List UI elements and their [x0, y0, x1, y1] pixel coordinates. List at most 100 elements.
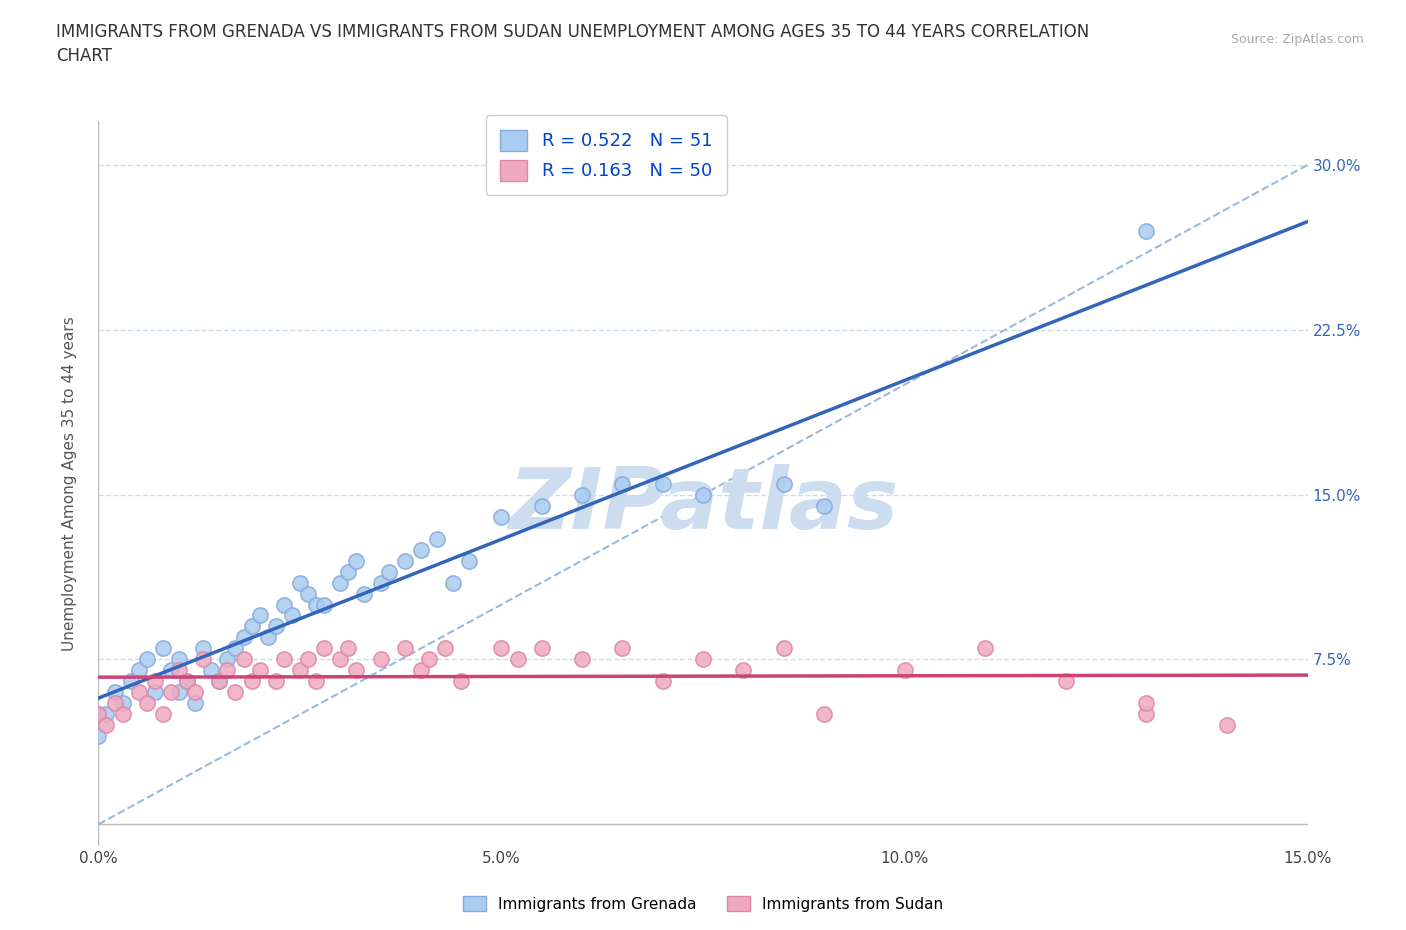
- Point: [281, 608, 304, 623]
- Point: [571, 652, 593, 667]
- Point: [314, 597, 336, 612]
- Point: [1135, 223, 1157, 238]
- Point: [176, 674, 198, 689]
- Point: [329, 652, 352, 667]
- Point: [264, 619, 287, 634]
- Point: [353, 586, 375, 601]
- Point: [530, 641, 553, 656]
- Point: [152, 641, 174, 656]
- Point: [96, 718, 118, 733]
- Point: [1135, 696, 1157, 711]
- Legend: R = 0.522   N = 51, R = 0.163   N = 50: R = 0.522 N = 51, R = 0.163 N = 50: [485, 115, 727, 195]
- Point: [612, 641, 634, 656]
- Point: [240, 674, 263, 689]
- Point: [692, 652, 714, 667]
- Point: [441, 575, 464, 590]
- Point: [450, 674, 472, 689]
- Point: [651, 476, 673, 491]
- Point: [297, 586, 319, 601]
- Point: [103, 696, 125, 711]
- Point: [344, 663, 367, 678]
- Point: [232, 652, 254, 667]
- Point: [200, 663, 222, 678]
- Point: [208, 674, 231, 689]
- Point: [176, 674, 198, 689]
- Point: [232, 630, 254, 644]
- Point: [305, 597, 328, 612]
- Point: [224, 685, 246, 700]
- Point: [612, 476, 634, 491]
- Point: [193, 641, 215, 656]
- Point: [152, 707, 174, 722]
- Point: [167, 685, 190, 700]
- Point: [128, 663, 150, 678]
- Point: [733, 663, 755, 678]
- Point: [184, 685, 207, 700]
- Point: [193, 652, 215, 667]
- Point: [974, 641, 997, 656]
- Point: [337, 641, 360, 656]
- Point: [344, 553, 367, 568]
- Point: [418, 652, 440, 667]
- Point: [167, 663, 190, 678]
- Point: [135, 652, 157, 667]
- Point: [530, 498, 553, 513]
- Point: [772, 641, 794, 656]
- Point: [273, 652, 295, 667]
- Point: [256, 630, 278, 644]
- Point: [329, 575, 352, 590]
- Point: [160, 685, 183, 700]
- Point: [120, 674, 142, 689]
- Point: [288, 663, 311, 678]
- Point: [506, 652, 529, 667]
- Point: [224, 641, 246, 656]
- Point: [264, 674, 287, 689]
- Point: [651, 674, 673, 689]
- Point: [167, 652, 190, 667]
- Point: [409, 542, 432, 557]
- Legend: Immigrants from Grenada, Immigrants from Sudan: Immigrants from Grenada, Immigrants from…: [457, 889, 949, 918]
- Point: [240, 619, 263, 634]
- Point: [1135, 707, 1157, 722]
- Point: [87, 707, 110, 722]
- Point: [128, 685, 150, 700]
- Point: [772, 476, 794, 491]
- Point: [314, 641, 336, 656]
- Point: [394, 641, 416, 656]
- Point: [813, 498, 835, 513]
- Point: [143, 674, 166, 689]
- Point: [337, 565, 360, 579]
- Point: [103, 685, 125, 700]
- Point: [143, 685, 166, 700]
- Point: [571, 487, 593, 502]
- Point: [135, 696, 157, 711]
- Text: Source: ZipAtlas.com: Source: ZipAtlas.com: [1230, 33, 1364, 46]
- Point: [288, 575, 311, 590]
- Point: [813, 707, 835, 722]
- Point: [377, 565, 399, 579]
- Point: [305, 674, 328, 689]
- Point: [394, 553, 416, 568]
- Point: [491, 509, 513, 524]
- Point: [87, 707, 110, 722]
- Point: [184, 696, 207, 711]
- Point: [111, 696, 134, 711]
- Point: [426, 531, 449, 546]
- Point: [409, 663, 432, 678]
- Point: [434, 641, 457, 656]
- Point: [273, 597, 295, 612]
- Text: IMMIGRANTS FROM GRENADA VS IMMIGRANTS FROM SUDAN UNEMPLOYMENT AMONG AGES 35 TO 4: IMMIGRANTS FROM GRENADA VS IMMIGRANTS FR…: [56, 23, 1090, 65]
- Point: [217, 652, 239, 667]
- Point: [297, 652, 319, 667]
- Point: [249, 663, 271, 678]
- Point: [87, 729, 110, 744]
- Point: [111, 707, 134, 722]
- Point: [370, 652, 392, 667]
- Point: [692, 487, 714, 502]
- Point: [893, 663, 915, 678]
- Point: [217, 663, 239, 678]
- Point: [458, 553, 481, 568]
- Text: ZIPatlas: ZIPatlas: [508, 464, 898, 547]
- Point: [491, 641, 513, 656]
- Point: [370, 575, 392, 590]
